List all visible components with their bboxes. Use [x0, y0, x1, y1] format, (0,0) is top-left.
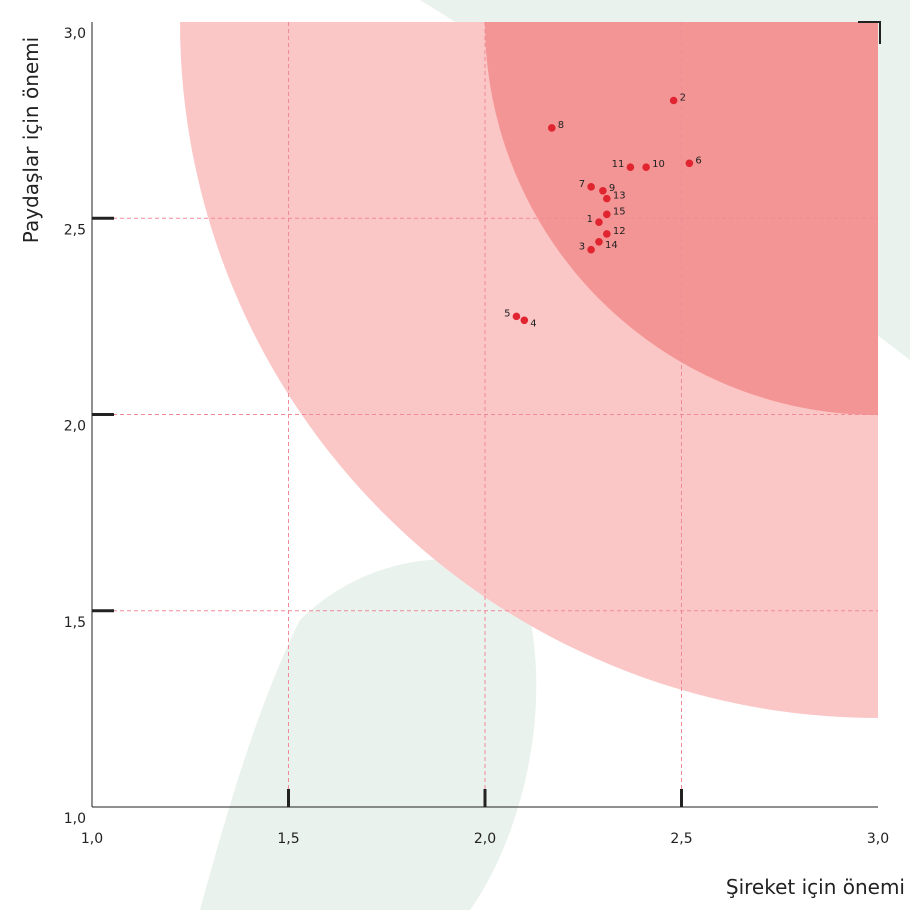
y-tick-label: 2,0	[64, 419, 86, 435]
point	[603, 230, 611, 238]
y-tick-label: 3,0	[64, 26, 86, 42]
page: {"chart_data": {"type": "scatter", "x_la…	[0, 0, 910, 910]
point	[670, 97, 678, 105]
point-label: 3	[579, 242, 585, 253]
point	[548, 124, 556, 132]
point-label: 8	[558, 120, 564, 131]
point	[513, 313, 521, 321]
point-label: 10	[652, 159, 665, 170]
y-axis-title: Paydaşlar için önemi	[19, 37, 43, 243]
point-label: 14	[605, 240, 618, 251]
y-tick-label: 1,0	[64, 811, 86, 827]
point-label: 4	[530, 318, 536, 329]
x-tick-label: 1,0	[81, 831, 103, 847]
point-label: 5	[504, 308, 510, 319]
point-label: 2	[680, 93, 686, 104]
x-tick-label: 3,0	[867, 831, 889, 847]
point	[595, 238, 603, 246]
point	[587, 183, 595, 191]
point	[627, 163, 635, 171]
point	[686, 160, 694, 168]
point	[603, 195, 611, 203]
point-label: 6	[695, 155, 701, 166]
point	[587, 246, 595, 254]
point-label: 11	[612, 159, 625, 170]
x-tick-label: 1,5	[277, 831, 299, 847]
point	[521, 317, 529, 325]
point	[642, 163, 650, 171]
y-tick-label: 2,5	[64, 222, 86, 238]
x-tick-label: 2,0	[474, 831, 496, 847]
point-label: 7	[579, 179, 585, 190]
point	[603, 211, 611, 219]
x-axis-title: Şireket için önemi	[726, 875, 905, 899]
point	[599, 187, 607, 195]
point-label: 15	[613, 206, 626, 217]
y-tick-label: 1,5	[64, 615, 86, 631]
x-tick-label: 2,5	[670, 831, 692, 847]
point	[595, 218, 603, 226]
chart: Şireket için önemi Paydaşlar için önemi …	[0, 0, 910, 910]
point-label: 13	[613, 191, 626, 202]
point-label: 1	[587, 214, 593, 225]
point-label: 12	[613, 226, 626, 237]
